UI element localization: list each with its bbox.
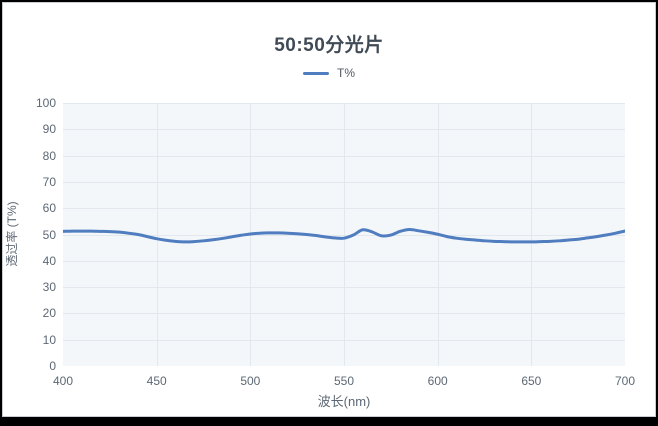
chart-title: 50:50分光片 — [274, 35, 384, 56]
x-tick-label: 500 — [240, 374, 261, 388]
y-tick-label: 40 — [42, 253, 56, 268]
legend-line-marker — [303, 71, 329, 75]
x-axis-title: 波长(nm) — [317, 394, 371, 409]
legend[interactable]: T% — [3, 65, 655, 81]
x-tick-label: 650 — [521, 374, 542, 388]
y-tick-label: 10 — [42, 332, 56, 347]
x-tick-label: 700 — [614, 374, 636, 388]
y-tick-label: 60 — [42, 201, 56, 216]
y-tick-label: 80 — [42, 148, 56, 163]
y-tick-label: 20 — [42, 306, 56, 321]
chart-card: 50:50分光片 T% 0 10 20 30 40 50 60 70 80 90 100 400 450… — [2, 2, 656, 417]
x-tick-label: 400 — [52, 374, 74, 388]
x-tick-label: 600 — [427, 374, 448, 388]
y-tick-label: 30 — [42, 280, 56, 295]
line-chart-svg — [63, 103, 625, 366]
y-tick-label: 90 — [42, 122, 56, 137]
y-tick-label: 0 — [49, 359, 56, 373]
y-axis-title: 透过率 (T%) — [5, 201, 19, 267]
series-line-T% — [63, 227, 625, 244]
x-tick-label: 450 — [146, 374, 167, 388]
y-tick-label: 50 — [42, 227, 56, 242]
x-tick-label: 550 — [333, 374, 355, 388]
legend-label: T% — [337, 66, 355, 80]
y-tick-label: 100 — [35, 96, 56, 110]
y-tick-label: 70 — [42, 174, 56, 189]
plot-area — [63, 103, 625, 366]
